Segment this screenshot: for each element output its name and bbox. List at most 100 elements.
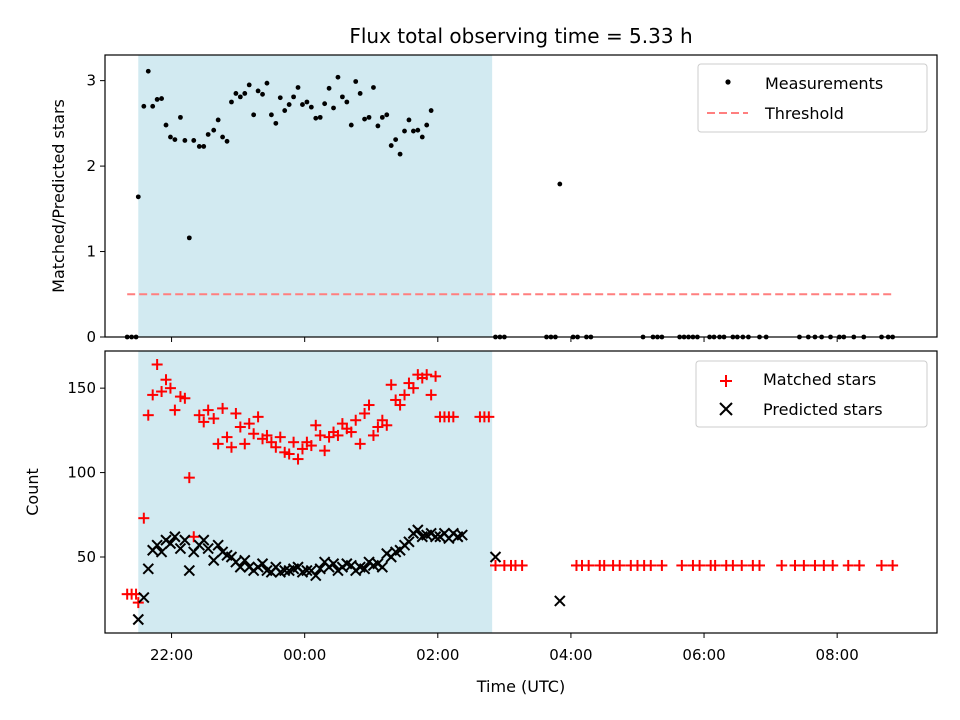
predicted-star-point [198,534,210,546]
predicted-star-point-b [234,561,247,573]
predicted-star-point [132,613,144,626]
matched-star-point [754,559,766,571]
bottom-y-tick-label: 150 [67,379,96,397]
matched-star-point [421,369,433,381]
matched-star-point [394,399,406,411]
matched-star-point [359,407,371,419]
measurement-point [362,116,367,122]
matched-star-point [234,421,246,433]
bottom-y-axis-label: Count [23,468,42,516]
top-panel: 0 1 2 3 Matched/Predicted stars Measurement… [49,54,938,346]
measurement-point [178,114,183,120]
predicted-star-point [164,537,177,550]
predicted-star-point-b [212,539,224,551]
legend-predicted-marker [719,402,733,416]
matched-star-point [160,374,172,386]
matched-star-point [372,421,384,433]
measurement-point [168,134,173,140]
measurement-point [557,181,563,187]
top-plot-frame [104,54,938,338]
measurement-point [269,112,274,118]
measurement-point [331,105,336,111]
bottom-x-tick-label: 00:00 [283,646,326,664]
predicted-star-point [169,531,181,543]
matched-star-point [676,559,688,571]
predicted-star-point [234,561,247,573]
measurement-point [282,108,288,113]
top-shaded-interval [138,55,493,337]
predicted-star-point-b [198,534,210,546]
predicted-star-point [256,558,269,570]
measurement-point [419,134,425,140]
measurement-point [313,115,319,121]
predicted-star-point-b [169,531,181,543]
measurement-point [182,138,188,143]
measurement-point [335,74,341,80]
matched-star-point [151,359,163,371]
matched-star-point [212,438,224,450]
predicted-star-point [314,563,326,575]
predicted-star-point-b [179,534,191,546]
top-y-axis-label: Matched/Predicted stars [49,99,68,293]
matched-star-point [188,531,200,543]
matched-star-point [583,559,595,571]
predicted-star-point [151,539,163,551]
x-axis-label: Time (UTC) [476,677,565,696]
matched-star-point [842,559,854,571]
bottom-x-tick-label: 06:00 [682,646,725,664]
measurement-point [260,91,265,97]
measurement-point [205,132,211,137]
top-legend: Measurements Threshold [697,63,928,133]
measurement-point [322,101,328,107]
predicted-star-point [327,558,340,570]
measurement-points [124,68,896,340]
matched-star-point [179,392,191,404]
legend-matched-label: Matched stars [763,370,876,389]
measurement-point [375,123,381,129]
bottom-legend-frame [695,360,928,428]
matched-star-point [694,559,706,571]
bottom-x-tick-label: 22:00 [150,646,193,664]
measurement-point [393,137,399,143]
matched-star-point [243,418,255,430]
measurement-point [186,235,192,241]
measurement-point [410,128,416,134]
top-y-tick-label: 2 [86,157,96,175]
predicted-star-point [358,563,371,575]
matched-star-point [239,438,251,450]
measurement-point [384,112,390,118]
legend-predicted-label: Predicted stars [763,400,883,419]
predicted-star-point [489,551,502,563]
matched-star-point [208,413,220,425]
matched-star-point [217,402,229,414]
top-y-tick-label: 3 [86,72,96,90]
matched-star-point [483,411,495,423]
measurement-point [159,96,164,101]
measurement-point [255,88,261,94]
matched-star-point [447,411,459,423]
matched-star-point [183,472,195,484]
measurement-point [135,194,141,200]
predicted-star-point [403,536,415,548]
predicted-star-point-b [208,554,220,567]
matched-star-point [225,441,237,453]
predicted-star-point-b [138,591,150,604]
measurement-point [402,128,407,134]
matched-star-point [887,559,899,571]
predicted-star-point [174,542,187,555]
matched-star-point [516,559,528,571]
predicted-star-point-b [456,529,468,541]
legend-measurements-label: Measurements [765,74,883,93]
matched-star-point [261,429,273,441]
predicted-star-point-b [183,564,196,577]
top-legend-frame [697,63,928,133]
matched-star-point [709,559,721,571]
matched-star-point [827,559,839,571]
matched-star-point [283,448,295,460]
predicted-star-point [239,554,251,567]
predicted-star-point-b [221,549,233,562]
measurement-point [371,85,376,90]
predicted-star-point-b [142,563,154,575]
predicted-star-point-b [327,558,340,570]
measurement-point [397,151,403,157]
